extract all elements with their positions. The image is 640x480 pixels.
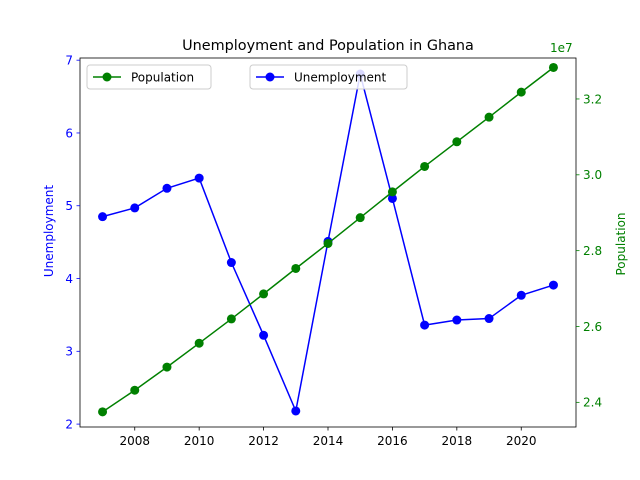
right-y-tick-label: 2.8 xyxy=(583,244,602,258)
population-point xyxy=(420,161,430,171)
unemployment-point xyxy=(516,290,526,300)
right-y-tick-label: 3.0 xyxy=(583,168,602,182)
unemployment-point xyxy=(194,173,204,183)
population-point xyxy=(162,362,172,372)
chart-title: Unemployment and Population in Ghana xyxy=(182,38,474,54)
unemployment-point xyxy=(259,330,269,340)
unemployment-point xyxy=(291,406,301,416)
left-y-tick-label: 3 xyxy=(65,345,73,359)
right-axis-label: Population xyxy=(614,212,628,275)
right-y-tick-label: 2.6 xyxy=(583,320,602,334)
x-tick-label: 2014 xyxy=(313,434,344,448)
population-point xyxy=(387,187,397,197)
population-point xyxy=(130,385,140,395)
unemployment-point xyxy=(226,258,236,268)
population-point xyxy=(355,213,365,223)
unemployment-point xyxy=(452,315,462,325)
left-y-tick-label: 7 xyxy=(65,53,73,67)
population-point xyxy=(291,263,301,273)
right-y-tick-label: 2.4 xyxy=(583,396,602,410)
x-tick-label: 2010 xyxy=(184,434,215,448)
x-tick-label: 2016 xyxy=(377,434,408,448)
left-y-tick-label: 6 xyxy=(65,126,73,140)
left-y-tick-label: 4 xyxy=(65,272,73,286)
population-point xyxy=(452,137,462,147)
x-tick-label: 2018 xyxy=(442,434,473,448)
legend-label: Unemployment xyxy=(294,70,387,84)
right-y-tick-label: 3.2 xyxy=(583,92,602,106)
legend-label: Population xyxy=(131,70,194,84)
unemployment-point xyxy=(420,320,430,330)
x-tick-label: 2020 xyxy=(506,434,537,448)
left-axis-label: Unemployment xyxy=(42,185,56,278)
x-tick-label: 2012 xyxy=(248,434,279,448)
population-point xyxy=(516,87,526,97)
legend-box xyxy=(86,64,212,90)
population-point xyxy=(484,112,494,122)
legend-box xyxy=(249,64,408,90)
population-point xyxy=(194,338,204,348)
left-y-tick-label: 5 xyxy=(65,199,73,213)
x-tick-label: 2008 xyxy=(119,434,150,448)
unemployment-point xyxy=(387,193,397,203)
unemployment-point xyxy=(130,203,140,213)
population-point xyxy=(226,314,236,324)
population-point xyxy=(323,238,333,248)
legend-marker xyxy=(102,72,112,82)
legend-marker xyxy=(265,72,275,82)
unemployment-point xyxy=(484,314,494,324)
left-y-tick-label: 2 xyxy=(65,417,73,431)
population-point xyxy=(259,289,269,299)
population-point xyxy=(548,62,558,72)
unemployment-point xyxy=(548,280,558,290)
unemployment-point xyxy=(98,212,108,222)
population-point xyxy=(98,407,108,417)
unemployment-point xyxy=(162,183,172,193)
right-axis-offset-text: 1e7 xyxy=(550,41,573,55)
